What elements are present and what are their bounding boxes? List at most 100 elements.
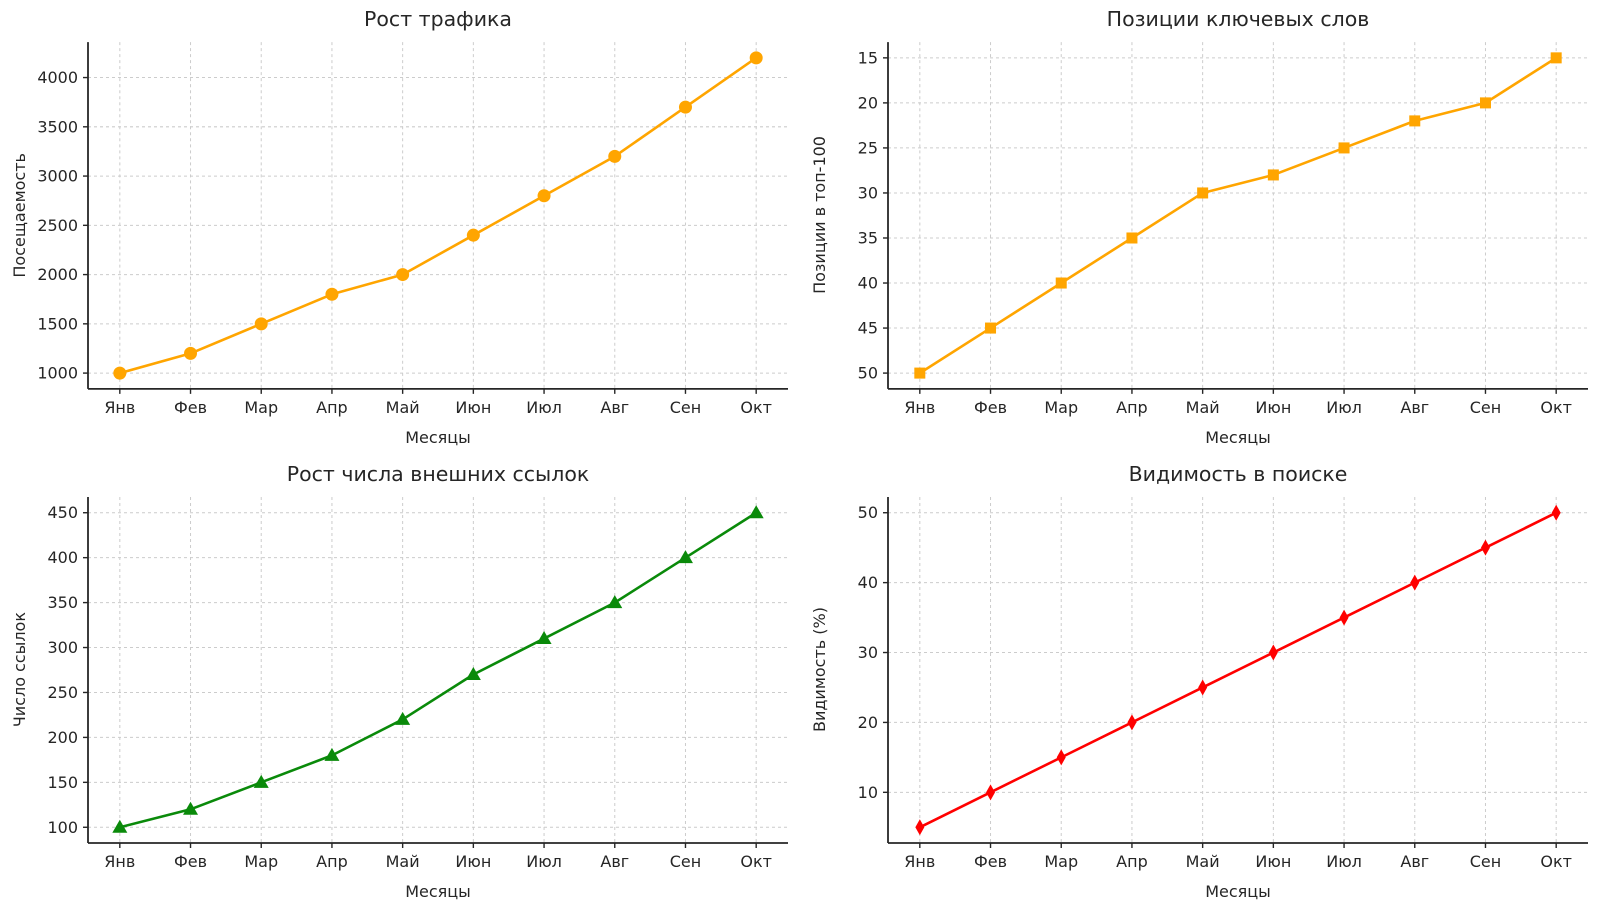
y-tick-label: 10: [858, 783, 878, 802]
x-tick-label: Июн: [1255, 398, 1291, 417]
y-tick-label: 30: [858, 643, 878, 662]
x-tick-label: Авг: [1400, 852, 1429, 871]
data-point: [465, 666, 481, 680]
y-tick-label: 40: [858, 274, 878, 293]
y-tick-label: 40: [858, 573, 878, 592]
series-line: [118, 56, 758, 375]
data-point: [324, 747, 340, 761]
y-tick-label: 50: [858, 503, 878, 522]
x-tick-label: Май: [386, 852, 420, 871]
x-tick-label: Авг: [600, 852, 629, 871]
x-tick-label: Июл: [1326, 398, 1362, 417]
data-point: [1479, 97, 1491, 109]
data-point: [113, 366, 127, 380]
data-point: [1268, 644, 1278, 661]
y-tick-label: 350: [47, 593, 78, 612]
data-point: [184, 346, 198, 360]
x-tick-label: Июн: [1255, 852, 1291, 871]
y-tick-label: 15: [858, 48, 878, 67]
y-tick-label: 3000: [37, 167, 78, 186]
data-point: [183, 801, 199, 815]
data-point: [1410, 574, 1420, 591]
data-point: [608, 149, 622, 163]
data-point: [986, 784, 996, 801]
x-tick-label: Июн: [455, 852, 491, 871]
x-tick-label: Фев: [974, 398, 1007, 417]
data-point: [253, 774, 269, 788]
data-point: [1339, 609, 1349, 626]
y-tick-label: 3500: [37, 117, 78, 136]
y-tick-label: 450: [47, 503, 78, 522]
y-tick-label: 400: [47, 548, 78, 567]
data-point: [325, 287, 339, 301]
x-tick-label: Фев: [174, 852, 207, 871]
y-tick-label: 20: [858, 93, 878, 112]
y-tick-label: 45: [858, 319, 878, 338]
data-point: [749, 51, 763, 65]
data-point: [1550, 52, 1562, 64]
data-point: [1409, 115, 1421, 127]
data-point: [1198, 679, 1208, 696]
y-tick-label: 300: [47, 638, 78, 657]
y-tick-label: 1500: [37, 314, 78, 333]
data-point: [915, 819, 925, 836]
y-tick-label: 30: [858, 183, 878, 202]
y-tick-label: 2000: [37, 265, 78, 284]
x-tick-label: Апр: [316, 852, 348, 871]
data-point: [985, 322, 997, 334]
data-point: [677, 550, 693, 564]
y-tick-label: 100: [47, 818, 78, 837]
data-point: [1551, 504, 1561, 521]
y-tick-label: 2500: [37, 216, 78, 235]
x-tick-label: Мар: [244, 398, 278, 417]
x-tick-label: Май: [386, 398, 420, 417]
data-point: [1055, 277, 1067, 289]
y-tick-label: 200: [47, 728, 78, 747]
data-point: [112, 819, 128, 833]
x-tick-label: Янв: [904, 852, 935, 871]
search-visibility-plot: Янв Фев Мар Апр Май Июн Июл Авг Сен Окт 10 20 30 40 50: [858, 497, 1588, 871]
x-tick-label: Май: [1186, 852, 1220, 871]
data-point: [678, 100, 692, 114]
y-tick-label: 35: [858, 228, 878, 247]
x-tick-label: Май: [1186, 398, 1220, 417]
data-point: [748, 505, 764, 519]
y-tick-label: 1000: [37, 364, 78, 383]
data-point: [1480, 539, 1490, 556]
data-point: [1126, 232, 1138, 244]
x-tick-label: Окт: [740, 852, 772, 871]
keyword-positions-plot: Янв Фев Мар Апр Май Июн Июл Авг Сен Окт 15 20 25 30 35…: [858, 42, 1588, 417]
series-line: [918, 56, 1558, 375]
x-tick-label: Мар: [244, 852, 278, 871]
data-point: [607, 595, 623, 609]
x-tick-label: Июн: [455, 398, 491, 417]
y-tick-label: 4000: [37, 68, 78, 87]
backlinks-growth-plot: Янв Фев Мар Апр Май Июн Июл Авг Сен Окт 100 150 200 2…: [47, 497, 788, 871]
x-tick-label: Апр: [1116, 398, 1148, 417]
series-line: [918, 511, 1558, 829]
x-tick-label: Окт: [1540, 398, 1572, 417]
data-point: [914, 367, 926, 379]
data-point: [466, 228, 480, 242]
data-point: [395, 711, 411, 725]
data-point: [1267, 169, 1279, 181]
x-tick-label: Янв: [104, 852, 135, 871]
y-tick-label: 250: [47, 683, 78, 702]
x-tick-label: Янв: [904, 398, 935, 417]
y-tick-label: 150: [47, 773, 78, 792]
data-point: [1127, 714, 1137, 731]
data-point: [1056, 749, 1066, 766]
x-tick-label: Мар: [1044, 852, 1078, 871]
chart-panel-keyword-positions: Янв Фев Мар Апр Май Июн Июл Авг Сен Окт 15 20 25 30 35…: [800, 0, 1600, 455]
chart-panel-backlinks-growth: Янв Фев Мар Апр Май Июн Июл Авг Сен Окт 100 150 200 2…: [0, 455, 800, 909]
x-tick-label: Янв: [104, 398, 135, 417]
x-tick-label: Апр: [1116, 852, 1148, 871]
y-tick-label: 50: [858, 364, 878, 383]
x-tick-label: Фев: [974, 852, 1007, 871]
x-tick-label: Окт: [740, 398, 772, 417]
chart-panel-search-visibility: Янв Фев Мар Апр Май Июн Июл Авг Сен Окт 10 20 30 40 50…: [800, 455, 1600, 909]
data-point: [536, 631, 552, 645]
data-point: [1338, 142, 1350, 154]
x-tick-label: Апр: [316, 398, 348, 417]
